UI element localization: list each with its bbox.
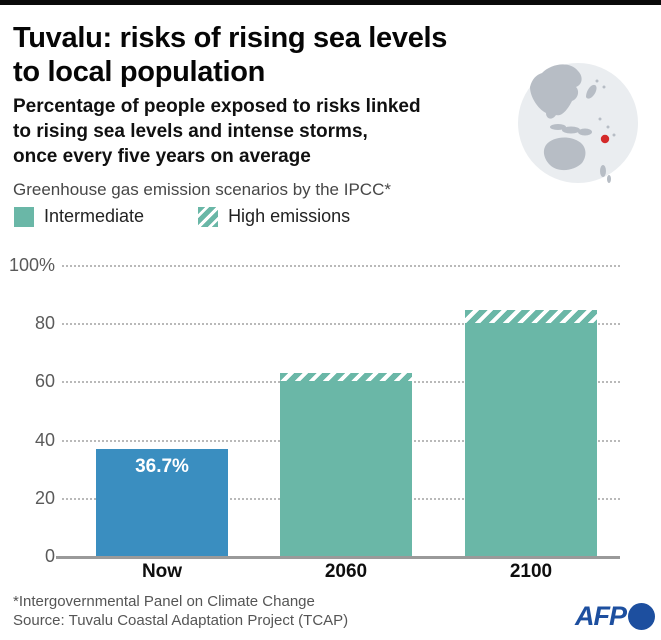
gridline-100 xyxy=(62,265,620,267)
subtitle-line-3: once every five years on average xyxy=(13,146,311,167)
afp-logo-text: AFP xyxy=(575,601,627,631)
afp-logo-globe-icon xyxy=(628,603,655,630)
afp-logo: AFP xyxy=(575,601,655,632)
chart-subtitle: Percentage of people exposed to risks li… xyxy=(13,94,493,169)
bar-2100-intermediate xyxy=(465,323,597,556)
locator-globe xyxy=(512,61,644,192)
bar-now-intermediate: 36.7% xyxy=(96,449,228,556)
bar-value-label: 36.7% xyxy=(135,456,189,478)
y-tick-label-100: 100% xyxy=(8,255,55,275)
x-axis-baseline xyxy=(56,556,620,559)
y-tick-label-0: 0 xyxy=(44,546,55,566)
y-tick-label-60: 60 xyxy=(34,371,55,392)
top-rule xyxy=(0,0,661,5)
legend-swatch-high-emissions xyxy=(198,206,219,227)
gridline-80 xyxy=(62,323,620,326)
footnote: *Intergovernmental Panel on Climate Chan… xyxy=(13,593,315,610)
y-tick-label-40: 40 xyxy=(34,429,55,450)
legend-label-high-emissions: High emissions xyxy=(228,206,351,226)
legend: Intermediate High emissions xyxy=(14,206,350,227)
subtitle-line-2: to rising sea levels and intense storms, xyxy=(13,121,368,142)
title-line-1: Tuvalu: risks of rising sea levels xyxy=(13,22,448,54)
x-tick-label-2060: 2060 xyxy=(324,561,368,582)
x-tick-label-now: Now xyxy=(141,561,183,582)
globe-icon xyxy=(518,63,638,183)
bar-chart-plot: 36.7% xyxy=(56,265,620,559)
legend-label-intermediate: Intermediate xyxy=(44,206,145,226)
bar-2100-high-emissions-cap xyxy=(465,310,597,324)
y-tick-label-80: 80 xyxy=(34,313,55,334)
bar-2060-intermediate xyxy=(280,381,412,556)
x-axis: Now 2060 2100 xyxy=(62,561,620,587)
title-line-2: to local population xyxy=(13,56,266,88)
page-title: Tuvalu: risks of rising sea levels to lo… xyxy=(13,21,513,89)
tuvalu-marker xyxy=(600,134,610,144)
legend-title: Greenhouse gas emission scenarios by the… xyxy=(13,180,391,199)
source-credit: Source: Tuvalu Coastal Adaptation Projec… xyxy=(13,612,349,629)
subtitle-line-1: Percentage of people exposed to risks li… xyxy=(13,96,421,117)
y-axis: 0 20 40 60 80 100% xyxy=(0,255,55,566)
x-tick-label-2100: 2100 xyxy=(509,561,553,582)
y-tick-label-20: 20 xyxy=(34,487,55,508)
legend-swatch-intermediate xyxy=(14,206,34,227)
bar-2060-high-emissions-cap xyxy=(280,372,412,382)
